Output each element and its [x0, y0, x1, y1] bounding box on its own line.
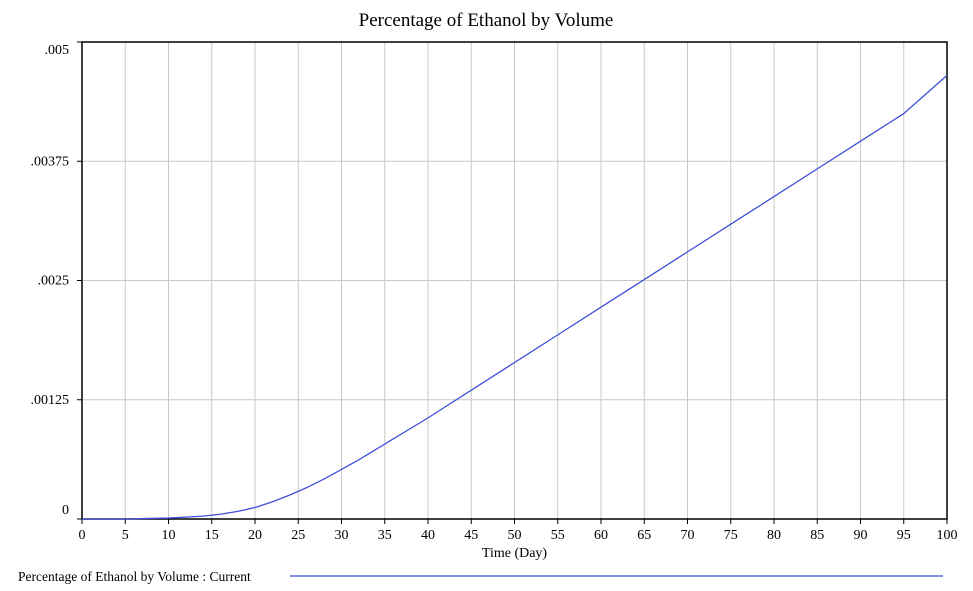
- x-tick-label: 70: [681, 528, 695, 543]
- y-tick-label: .0025: [38, 274, 70, 289]
- y-tick-label: 0: [62, 503, 69, 518]
- y-tick-label: .00125: [31, 393, 70, 408]
- x-tick-label: 40: [421, 528, 435, 543]
- x-tick-label: 80: [767, 528, 781, 543]
- x-tick-label: 15: [205, 528, 219, 543]
- series-group: [82, 74, 948, 520]
- x-tick-label: 45: [464, 528, 478, 543]
- x-tick-label: 55: [551, 528, 565, 543]
- y-tick-label: .005: [45, 43, 70, 58]
- x-tick-label: 35: [378, 528, 392, 543]
- y-tick-label: .00375: [31, 154, 70, 169]
- x-axis-label: Time (Day): [482, 546, 548, 561]
- chart-title: Percentage of Ethanol by Volume: [359, 10, 614, 31]
- legend-label: Percentage of Ethanol by Volume : Curren…: [18, 569, 251, 584]
- grid: [82, 42, 947, 519]
- x-tick-label: 75: [724, 528, 738, 543]
- x-tick-label: 90: [854, 528, 868, 543]
- x-tick-label: 95: [897, 528, 911, 543]
- y-axis-ticks: 0 .00125 .0025 .00375 .005: [31, 41, 82, 520]
- x-tick-label: 10: [162, 528, 176, 543]
- x-tick-label: 60: [594, 528, 608, 543]
- x-tick-label: 30: [335, 528, 349, 543]
- x-tick-label: 0: [79, 528, 86, 543]
- x-tick-label: 85: [810, 528, 824, 543]
- x-tick-label: 20: [248, 528, 262, 543]
- x-tick-label: 100: [937, 528, 958, 543]
- x-axis-ticks: 0 5 10 15 20 25 30 35 40 45 50 55 60 65 70 75 80 85 90 95 10…: [79, 519, 958, 543]
- x-tick-label: 25: [291, 528, 305, 543]
- x-tick-label: 65: [637, 528, 651, 543]
- x-tick-label: 5: [122, 528, 129, 543]
- legend: Percentage of Ethanol by Volume : Curren…: [18, 569, 943, 584]
- x-tick-label: 50: [508, 528, 522, 543]
- series-line-0: [82, 74, 948, 520]
